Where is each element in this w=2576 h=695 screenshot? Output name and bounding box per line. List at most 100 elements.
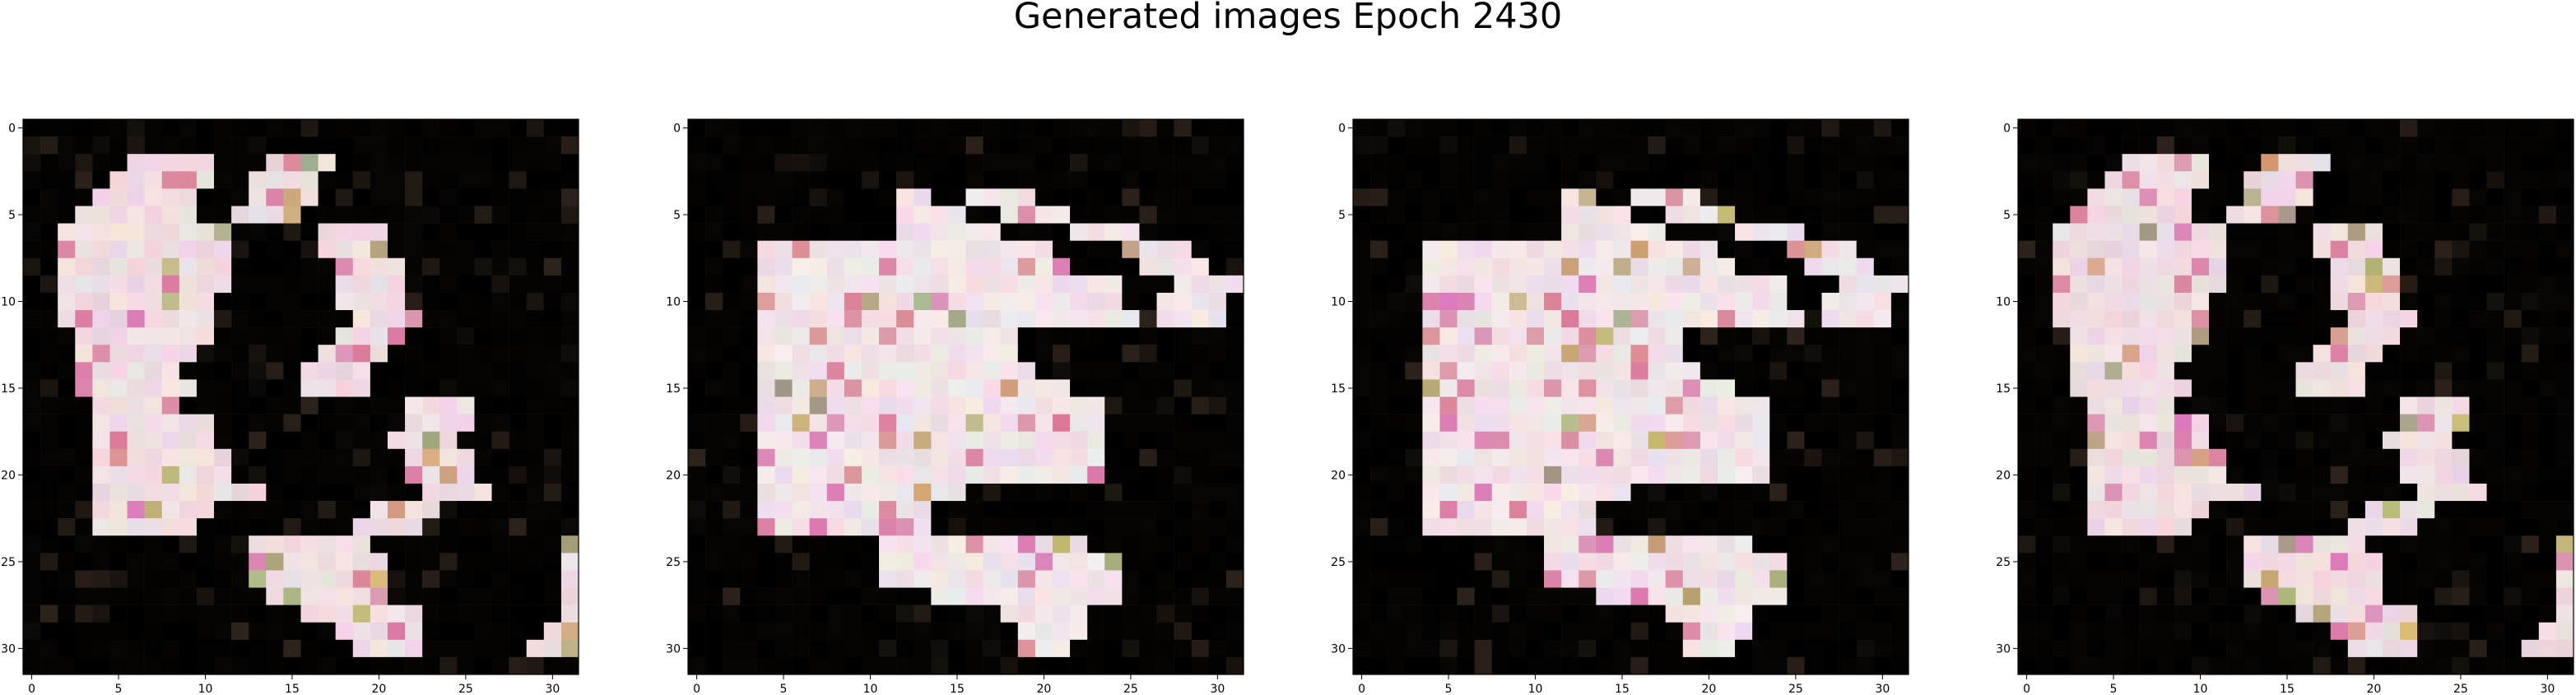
pixel-cell: [757, 518, 775, 536]
pixel-cell: [231, 656, 249, 675]
pixel-grid: [1353, 119, 1909, 675]
pixel-cell: [2330, 570, 2349, 588]
pixel-cell: [1821, 518, 1839, 536]
pixel-cell: [1388, 345, 1406, 363]
pixel-cell: [2555, 275, 2574, 294]
pixel-cell: [439, 240, 458, 259]
pixel-cell: [948, 345, 966, 363]
pixel-cell: [457, 414, 475, 432]
pixel-cell: [231, 622, 249, 641]
pixel-cell: [1717, 622, 1736, 641]
pixel-cell: [2555, 518, 2574, 536]
pixel-cell: [914, 448, 932, 467]
pixel-cell: [983, 310, 1001, 328]
pixel-cell: [861, 431, 880, 450]
pixel-cell: [2417, 223, 2435, 241]
pixel-cell: [809, 188, 828, 206]
pixel-cell: [2364, 605, 2383, 623]
pixel-cell: [2400, 310, 2418, 328]
pixel-cell: [1017, 466, 1036, 484]
pixel-cell: [2313, 327, 2331, 345]
pixel-cell: [1070, 570, 1088, 588]
pixel-cell: [1439, 483, 1458, 502]
pixel-cell: [740, 414, 758, 432]
pixel-cell: [1156, 257, 1174, 276]
pixel-cell: [948, 501, 966, 519]
pixel-cell: [1017, 431, 1036, 450]
pixel-cell: [792, 535, 810, 554]
pixel-cell: [2156, 605, 2175, 623]
pixel-cell: [1787, 501, 1805, 519]
pixel-cell: [231, 379, 249, 397]
pixel-cell: [2313, 206, 2331, 224]
pixel-cell: [1156, 171, 1174, 189]
pixel-cell: [2330, 414, 2349, 432]
pixel-cell: [1787, 275, 1805, 294]
pixel-cell: [2555, 137, 2574, 155]
pixel-cell: [809, 223, 828, 241]
pixel-cell: [75, 466, 93, 484]
pixel-cell: [2452, 275, 2470, 294]
pixel-cell: [1526, 240, 1545, 259]
pixel-cell: [1613, 501, 1631, 519]
pixel-cell: [688, 188, 706, 206]
pixel-cell: [2295, 570, 2313, 588]
pixel-cell: [92, 188, 110, 206]
pixel-cell: [774, 379, 793, 397]
pixel-cell: [2070, 223, 2088, 241]
pixel-cell: [231, 535, 249, 554]
pixel-cell: [2417, 345, 2435, 363]
pixel-cell: [474, 448, 492, 467]
pixel-cell: [2538, 622, 2557, 641]
pixel-cell: [387, 396, 406, 415]
pixel-cell: [283, 483, 301, 502]
pixel-cell: [1613, 292, 1631, 311]
pixel-cell: [1156, 587, 1174, 605]
pixel-cell: [1174, 206, 1193, 224]
pixel-cell: [2018, 188, 2036, 206]
pixel-cell: [109, 310, 128, 328]
pixel-cell: [2347, 639, 2366, 658]
pixel-cell: [2434, 327, 2453, 345]
pixel-cell: [1474, 257, 1493, 276]
pixel-cell: [1208, 414, 1227, 432]
pixel-cell: [1457, 396, 1475, 415]
pixel-cell: [40, 154, 58, 172]
pixel-cell: [1579, 622, 1597, 641]
pixel-cell: [1052, 188, 1071, 206]
pixel-cell: [2521, 605, 2540, 623]
pixel-cell: [688, 639, 706, 658]
pixel-cell: [1873, 119, 1892, 137]
pixel-cell: [2330, 345, 2349, 363]
pixel-cell: [965, 553, 983, 571]
pixel-cell: [1509, 656, 1527, 675]
pixel-cell: [1700, 570, 1718, 588]
pixel-cell: [1422, 535, 1440, 554]
pixel-cell: [1682, 171, 1701, 189]
pixel-cell: [861, 501, 880, 519]
pixel-cell: [1017, 206, 1036, 224]
pixel-cell: [2400, 570, 2418, 588]
pixel-cell: [983, 414, 1001, 432]
pixel-cell: [387, 622, 406, 641]
pixel-cell: [1388, 535, 1406, 554]
x-tick-label: 30: [545, 683, 560, 695]
pixel-cell: [1804, 553, 1822, 571]
pixel-cell: [1017, 414, 1036, 432]
pixel-cell: [2139, 362, 2158, 380]
pixel-cell: [1139, 656, 1157, 675]
pixel-cell: [1856, 154, 1875, 172]
pixel-cell: [509, 292, 528, 311]
pixel-cell: [1839, 327, 1858, 345]
y-tick-label: 25: [1, 556, 16, 569]
pixel-cell: [2070, 379, 2088, 397]
pixel-cell: [439, 171, 458, 189]
pixel-cell: [1752, 396, 1770, 415]
pixel-cell: [127, 501, 145, 519]
pixel-cell: [1804, 379, 1822, 397]
pixel-cell: [1139, 119, 1157, 137]
pixel-cell: [300, 171, 319, 189]
pixel-cell: [1370, 622, 1388, 641]
pixel-cell: [2313, 448, 2331, 467]
pixel-cell: [405, 656, 423, 675]
